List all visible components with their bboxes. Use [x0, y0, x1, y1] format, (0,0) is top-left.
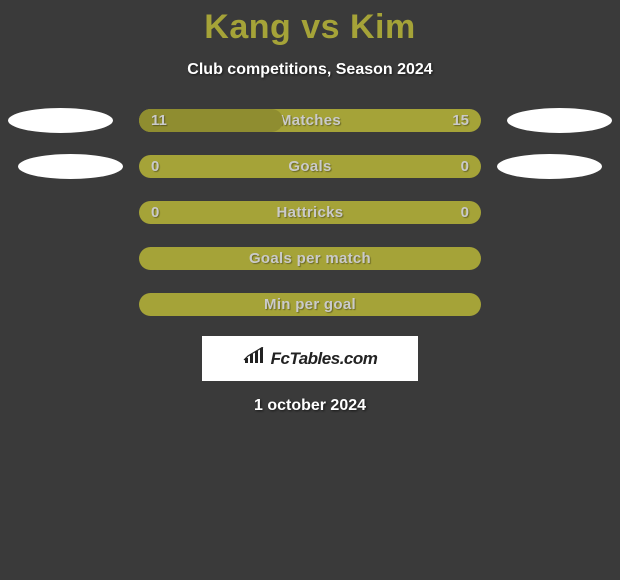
stats-rows: 11 Matches 15 0 Goals 0 0 Hattricks 0 Go…: [0, 109, 620, 316]
stat-bar: 11 Matches 15: [139, 109, 481, 132]
stat-row-goals-per-match: Goals per match: [0, 247, 620, 270]
stat-label: Matches: [279, 112, 341, 129]
stat-left-value: 0: [151, 158, 159, 175]
stat-bar: 0 Hattricks 0: [139, 201, 481, 224]
stat-row-goals: 0 Goals 0: [0, 155, 620, 178]
player-right-ellipse: [497, 154, 602, 179]
page-title: Kang vs Kim: [0, 0, 620, 47]
stat-right-value: 0: [461, 204, 469, 221]
stat-row-min-per-goal: Min per goal: [0, 293, 620, 316]
subtitle: Club competitions, Season 2024: [0, 61, 620, 79]
stat-row-hattricks: 0 Hattricks 0: [0, 201, 620, 224]
stat-label: Hattricks: [277, 204, 344, 221]
stat-bar: Min per goal: [139, 293, 481, 316]
bar-chart-icon: [243, 347, 265, 370]
brand-text: FcTables.com: [271, 349, 378, 369]
player-left-ellipse: [18, 154, 123, 179]
stat-left-value: 11: [151, 112, 167, 129]
stat-row-matches: 11 Matches 15: [0, 109, 620, 132]
stat-bar: Goals per match: [139, 247, 481, 270]
stat-right-value: 0: [461, 158, 469, 175]
player-left-ellipse: [8, 108, 113, 133]
stat-bar: 0 Goals 0: [139, 155, 481, 178]
stat-label: Min per goal: [264, 296, 356, 313]
date-text: 1 october 2024: [0, 397, 620, 415]
stat-right-value: 15: [452, 112, 469, 129]
stat-label: Goals: [288, 158, 331, 175]
stat-label: Goals per match: [249, 250, 371, 267]
stat-left-value: 0: [151, 204, 159, 221]
brand-box[interactable]: FcTables.com: [202, 336, 418, 381]
player-right-ellipse: [507, 108, 612, 133]
